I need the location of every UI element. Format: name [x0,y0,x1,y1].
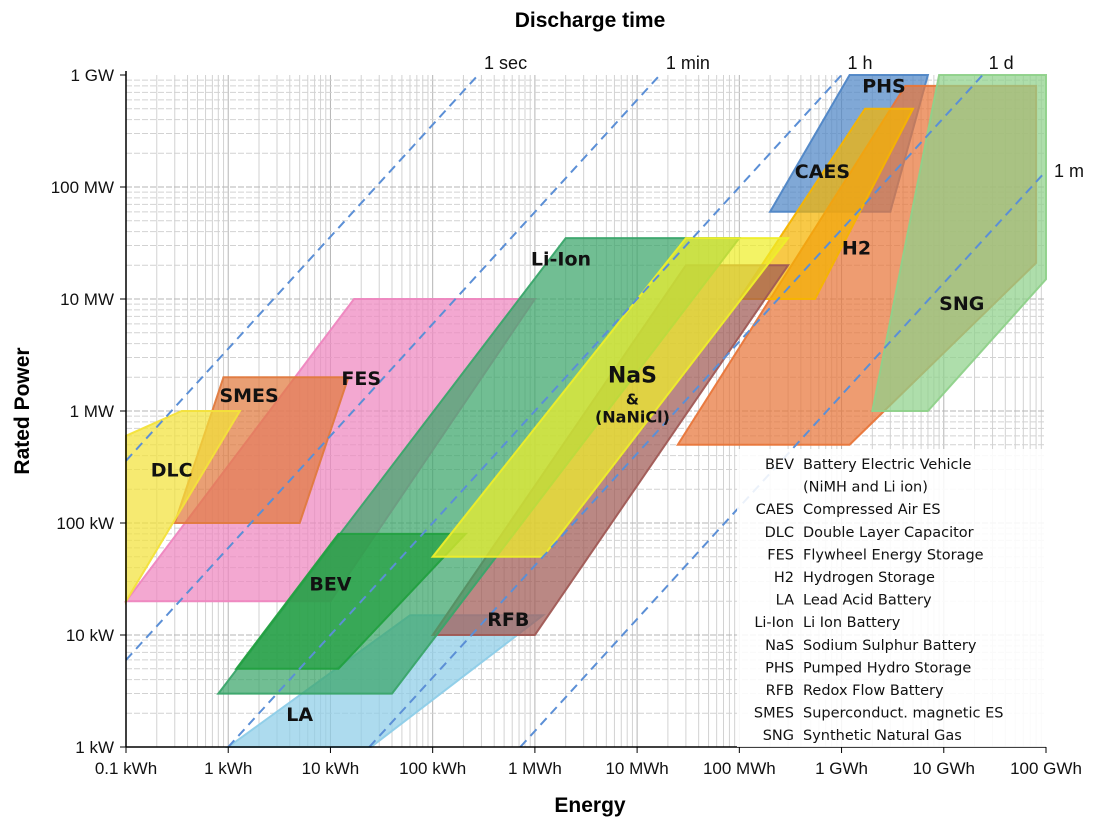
legend-box [737,449,1046,747]
legend-abbr-h2: H2 [774,570,794,586]
y-tick-label: 10 MW [60,290,114,309]
legend: BEV Battery Electric Vehicle (NiMH and Li … [737,449,1046,747]
discharge-line-1-min [125,74,661,661]
legend-desc: Hydrogen Storage [803,570,935,586]
y-tick-label: 10 kW [66,626,114,645]
x-tick-label: 1 MWh [508,759,562,778]
discharge-label-1-min: 1 min [666,53,710,73]
region-label-phs: PHS [862,75,906,97]
discharge-line-1-h [227,74,843,748]
legend-desc: Battery Electric Vehicle [803,457,972,473]
y-tick-label: 1 kW [75,738,114,757]
region-label-bev: BEV [309,573,351,595]
legend-abbr-smes: SMES [754,706,794,722]
legend-abbr-phs: PHS [765,660,794,676]
region-sng [871,74,1047,412]
discharge-line-1-m [519,170,1047,748]
region-label-li-ion: Li-Ion [531,248,591,270]
discharge-label-1-m: 1 m [1054,161,1084,181]
legend-desc: Sodium Sulphur Battery [803,638,977,654]
legend-desc: Li Ion Battery [803,615,901,631]
region-caes [737,107,915,300]
legend-abbr-sng: SNG [763,728,794,744]
x-tick-label: 1 GWh [815,759,868,778]
x-tick-label: 10 kWh [302,759,360,778]
y-tick-label: 1 MW [70,402,114,421]
y-tick-label: 100 kW [56,514,114,533]
region-labels: LA PHS H2 SNG CAES FES SMES DLC RFB Li-Ion BEV NaS &… [151,75,985,726]
discharge-label-1-sec: 1 sec [484,53,527,73]
legend-abbr-caes: CAES [756,502,794,518]
x-tick-label: 100 GWh [1010,759,1082,778]
discharge-line-1-d [368,74,984,748]
discharge-label-1-d: 1 d [989,53,1014,73]
legend-abbr-dlc: DLC [765,525,794,541]
legend-abbr-nas: NaS [765,638,794,654]
top-axis-title: Discharge time [515,9,666,32]
legend-desc: Redox Flow Battery [803,683,944,699]
legend-abbr-la: LA [776,593,794,609]
legend-abbr-rfb: RFB [766,683,794,699]
legend-abbr-fes: FES [767,547,794,563]
x-tick-label: 10 MWh [605,759,668,778]
region-nas [430,237,791,558]
y-axis-title: Rated Power [11,347,34,474]
axes: 0.1 kWh 1 kWh 10 kWh 100 kWh 1 MWh 10 MWh 100 … [51,66,1082,778]
nas-nanicl-label: (NaNiCl) [595,407,670,426]
legend-desc: Superconduct. magnetic ES [803,706,1003,722]
discharge-label-1-h: 1 h [848,53,873,73]
legend-desc: Double Layer Capacitor [803,525,974,541]
x-tick-label: 100 kWh [399,759,466,778]
region-label-dlc: DLC [151,460,193,482]
region-label-fes: FES [341,368,381,390]
y-tick-label: 100 MW [51,178,114,197]
region-label-rfb: RFB [487,609,529,631]
nas-ampersand: & [626,390,639,408]
region-label-nas: NaS [608,363,657,388]
discharge-line-1-sec [125,74,479,462]
legend-abbr-bev: BEV [765,457,794,473]
legend-desc: Pumped Hydro Storage [803,660,971,676]
x-tick-label: 0.1 kWh [95,759,157,778]
legend-desc: (NiMH and Li ion) [803,480,928,496]
legend-desc: Flywheel Energy Storage [803,547,984,563]
legend-desc: Lead Acid Battery [803,593,932,609]
legend-desc: Synthetic Natural Gas [803,728,962,744]
region-label-h2: H2 [842,237,871,259]
region-label-caes: CAES [795,161,850,183]
legend-desc: Compressed Air ES [803,502,941,518]
x-tick-label: 10 GWh [913,759,975,778]
region-label-smes: SMES [219,385,278,407]
region-label-sng: SNG [939,293,984,315]
x-tick-label: 1 kWh [204,759,252,778]
region-label-la: LA [286,704,313,726]
discharge-time-lines: 1 sec 1 min 1 h 1 d 1 m [125,53,1084,748]
x-tick-label: 100 MWh [703,759,776,778]
x-axis-title: Energy [554,794,626,817]
legend-abbr-li-ion: Li-Ion [754,615,794,631]
y-tick-label: 1 GW [71,66,114,85]
